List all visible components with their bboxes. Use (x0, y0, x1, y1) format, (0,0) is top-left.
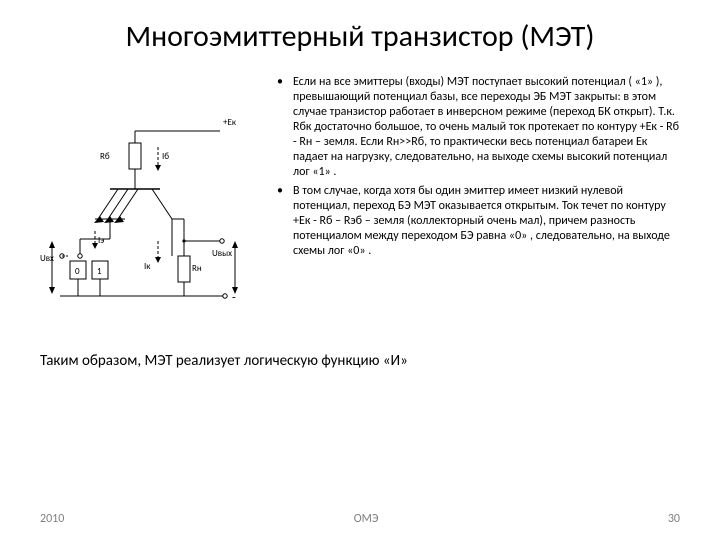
footer-center: ОМЭ (354, 512, 379, 526)
label-rn: Rн (192, 263, 202, 274)
bullet-1: Если на все эмиттеры (входы) МЭТ поступа… (277, 75, 680, 180)
footer-page: 30 (668, 512, 680, 526)
svg-text:-: - (232, 291, 236, 305)
content-row: +Eк Rб Iб (0, 65, 720, 326)
conclusion-text: Таким образом, МЭТ реализует логическую … (0, 326, 720, 370)
label-ek: +Eк (223, 117, 237, 128)
bullet-list: Если на все эмиттеры (входы) МЭТ поступа… (277, 75, 680, 326)
label-ib: Iб (162, 151, 169, 162)
slide-title: Многоэмиттерный транзистор (МЭТ) (0, 0, 720, 65)
footer-year: 2010 (40, 512, 64, 526)
label-rb: Rб (100, 151, 110, 162)
bullet-2: В том случае, когда хотя бы один эмиттер… (277, 184, 680, 259)
label-ik: Iк (144, 261, 151, 272)
circuit-svg: +Eк Rб Iб (40, 111, 255, 321)
label-one: 1 (97, 266, 102, 277)
label-zero: 0 (75, 266, 80, 277)
label-uvx: Uвх (40, 253, 54, 264)
circuit-diagram: +Eк Rб Iб (40, 75, 265, 326)
label-ie: Iэ (98, 235, 104, 246)
slide-footer: 2010 ОМЭ 30 (0, 512, 720, 526)
label-uvyh: Uвых (212, 248, 232, 259)
